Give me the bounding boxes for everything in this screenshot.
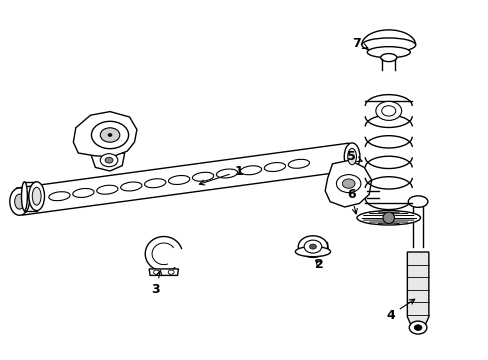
Circle shape — [408, 321, 426, 334]
Ellipse shape — [121, 182, 142, 191]
Ellipse shape — [356, 211, 420, 225]
Ellipse shape — [336, 175, 360, 193]
Ellipse shape — [29, 182, 44, 211]
Ellipse shape — [32, 187, 41, 205]
Ellipse shape — [344, 143, 359, 170]
Ellipse shape — [144, 179, 165, 188]
Ellipse shape — [168, 176, 189, 184]
Polygon shape — [16, 143, 355, 215]
Ellipse shape — [347, 148, 356, 165]
Ellipse shape — [21, 182, 27, 211]
Circle shape — [108, 134, 112, 136]
Ellipse shape — [304, 240, 321, 253]
Ellipse shape — [342, 179, 354, 188]
Ellipse shape — [287, 159, 309, 168]
Text: 7: 7 — [351, 37, 367, 50]
Ellipse shape — [361, 38, 415, 52]
Ellipse shape — [49, 192, 70, 201]
Circle shape — [100, 128, 120, 142]
Ellipse shape — [105, 157, 113, 163]
Polygon shape — [90, 153, 124, 171]
Polygon shape — [73, 112, 137, 157]
Polygon shape — [318, 242, 328, 252]
Ellipse shape — [381, 106, 395, 116]
Ellipse shape — [382, 212, 394, 224]
Ellipse shape — [15, 194, 24, 209]
Ellipse shape — [100, 154, 118, 167]
Polygon shape — [407, 252, 428, 324]
Circle shape — [168, 270, 174, 274]
Ellipse shape — [375, 102, 401, 120]
Ellipse shape — [240, 166, 261, 175]
Ellipse shape — [380, 54, 396, 62]
Circle shape — [413, 325, 421, 330]
Ellipse shape — [264, 163, 285, 171]
Polygon shape — [149, 269, 178, 275]
Ellipse shape — [97, 185, 118, 194]
Text: 3: 3 — [151, 270, 162, 296]
Polygon shape — [325, 160, 371, 207]
Text: 4: 4 — [386, 299, 414, 321]
Ellipse shape — [10, 188, 29, 215]
Text: 6: 6 — [346, 188, 357, 214]
Circle shape — [153, 270, 159, 274]
Ellipse shape — [407, 196, 427, 207]
Ellipse shape — [295, 247, 330, 257]
Ellipse shape — [298, 236, 327, 257]
Ellipse shape — [309, 244, 316, 249]
Ellipse shape — [192, 172, 213, 181]
Ellipse shape — [216, 169, 237, 178]
Text: 2: 2 — [315, 258, 324, 271]
Ellipse shape — [73, 189, 94, 197]
Ellipse shape — [366, 47, 409, 58]
Circle shape — [91, 121, 128, 149]
Text: 5: 5 — [346, 150, 361, 163]
Text: 1: 1 — [199, 165, 243, 185]
